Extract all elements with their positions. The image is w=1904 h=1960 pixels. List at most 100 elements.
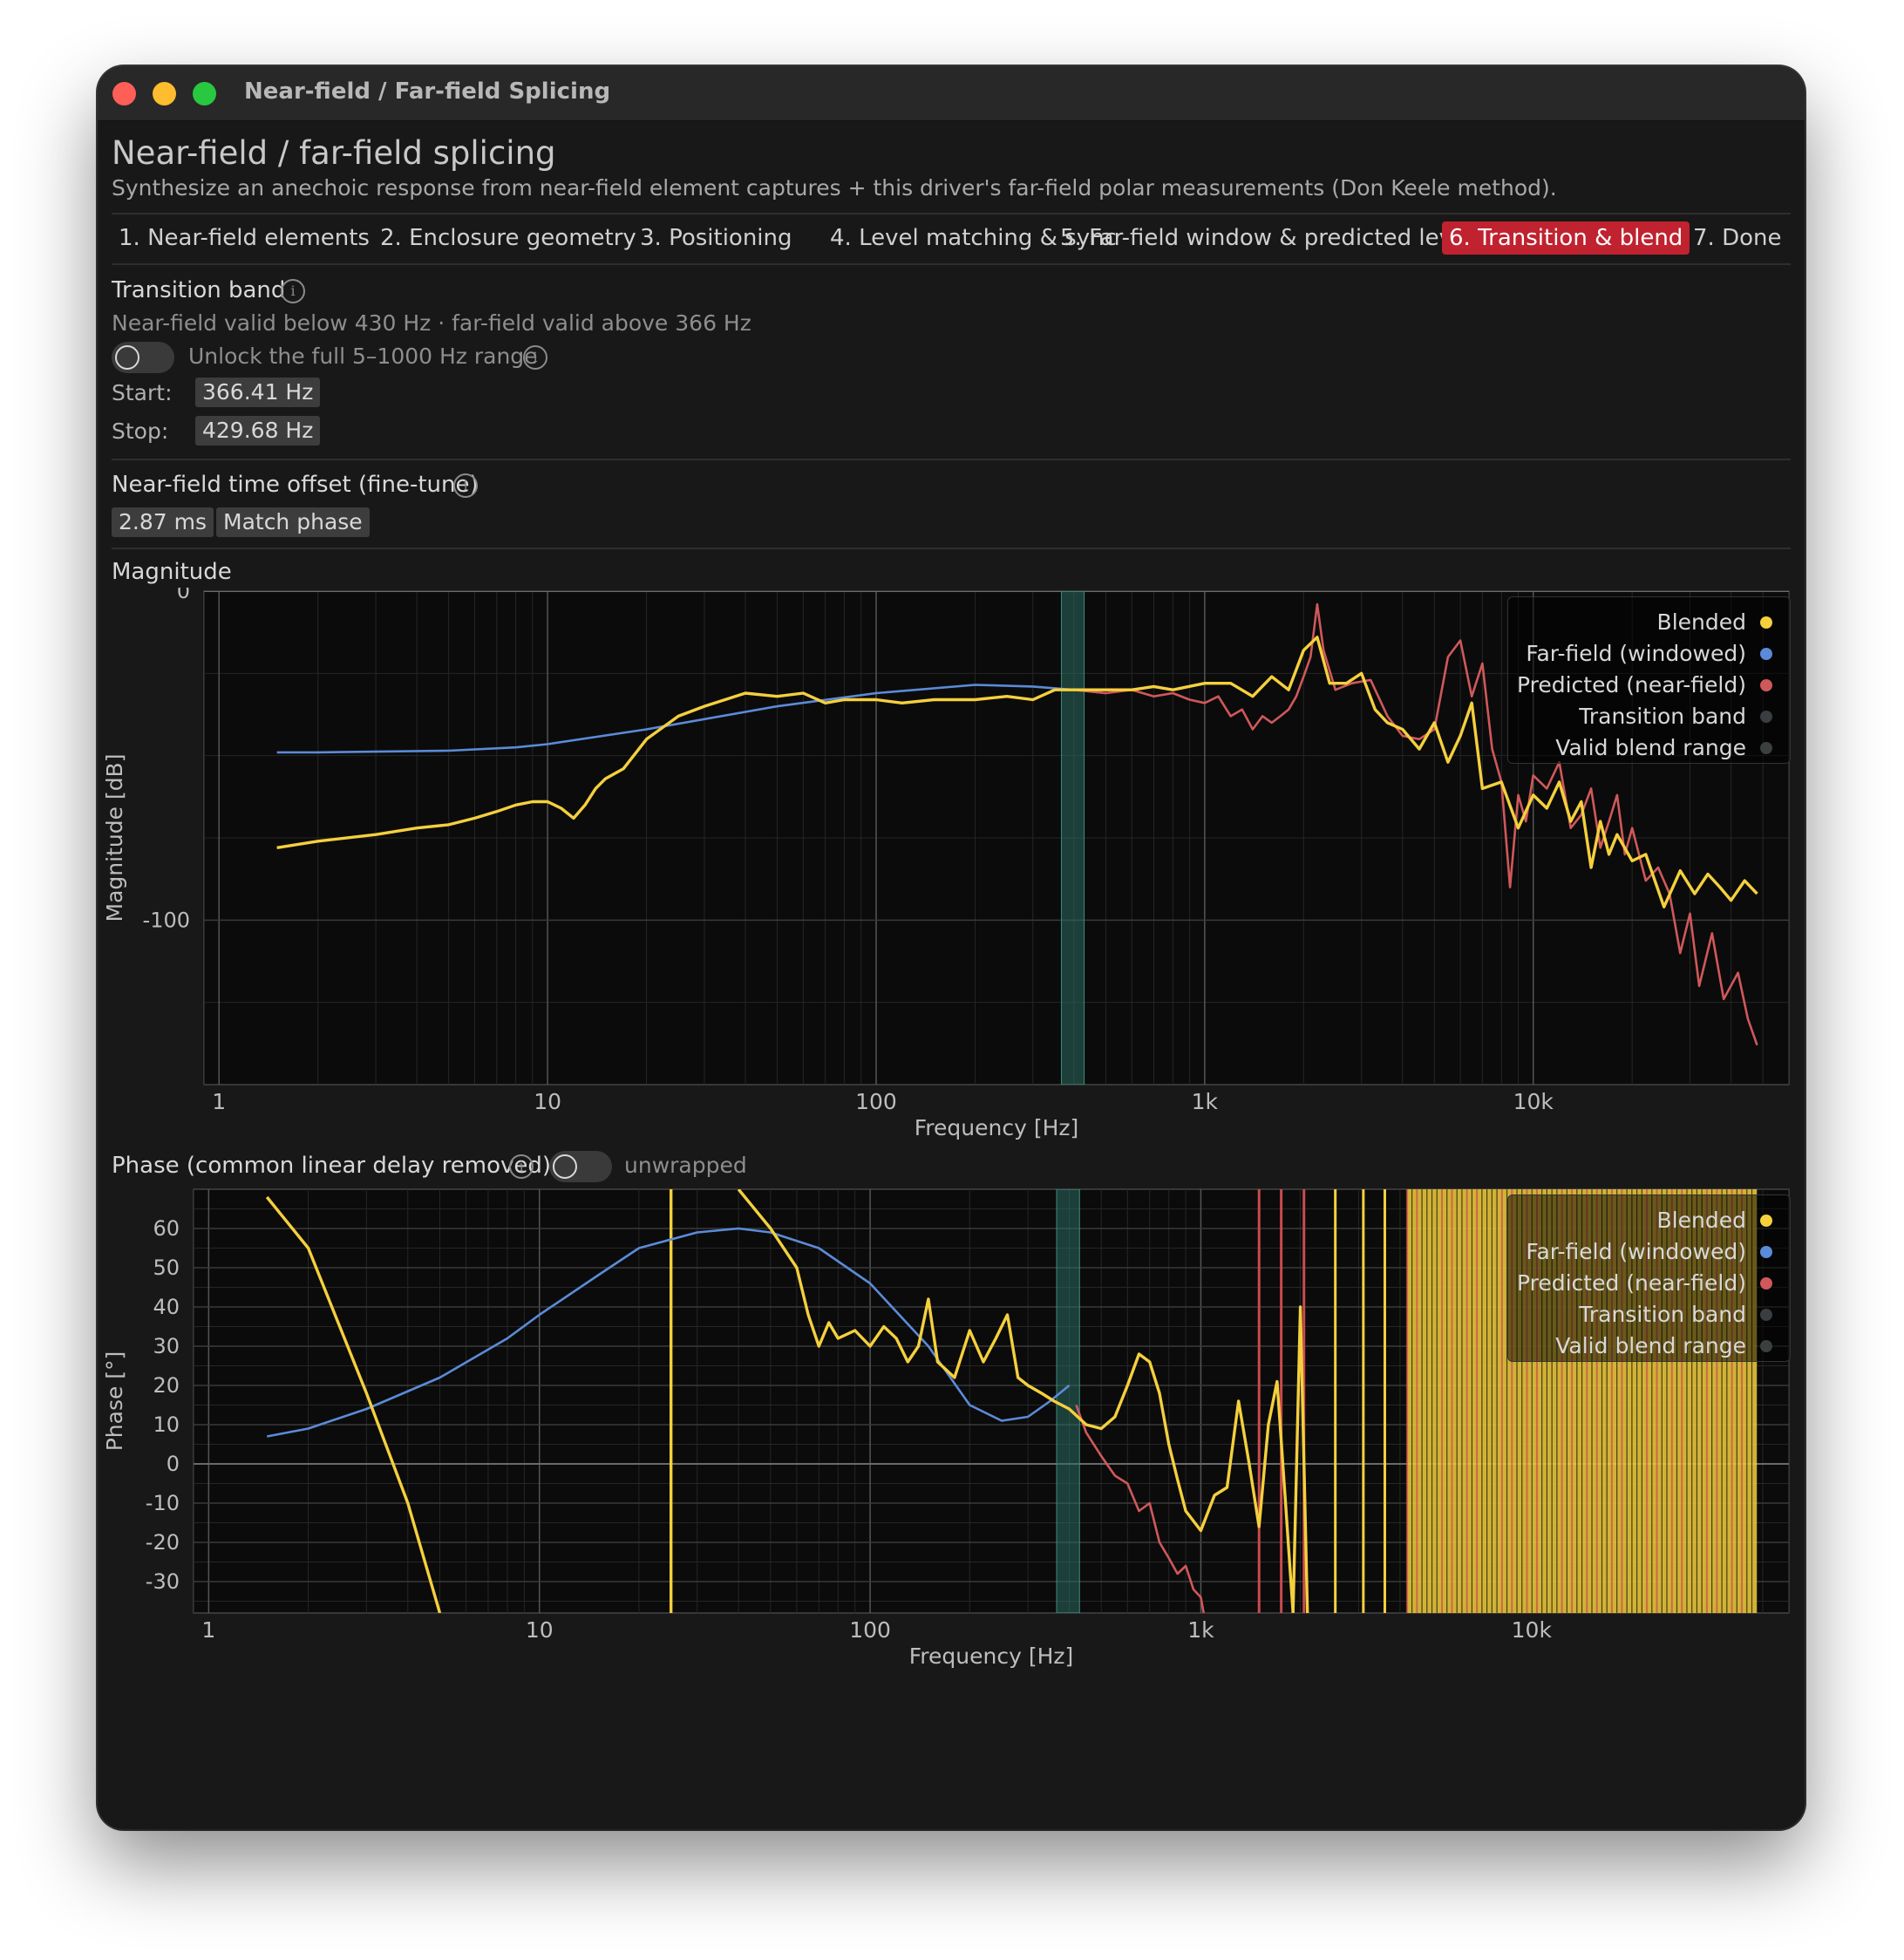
transition-band-title: Transition band xyxy=(112,277,286,303)
legend-label: Transition band xyxy=(1579,1302,1746,1327)
unlock-range-label: Unlock the full 5–1000 Hz range xyxy=(188,344,538,369)
magnitude-series-blended[interactable] xyxy=(276,636,1758,909)
toggle-knob xyxy=(553,1154,577,1179)
legend-label: Far-field (windowed) xyxy=(1526,641,1746,666)
legend-label: Valid blend range xyxy=(1555,735,1746,760)
legend-swatch xyxy=(1760,1309,1772,1321)
phase-series-blended[interactable] xyxy=(737,1189,1309,1613)
legend-swatch xyxy=(1760,1215,1772,1227)
tab-1[interactable]: 1. Near-field elements xyxy=(119,225,370,251)
tab-3[interactable]: 3. Positioning xyxy=(640,225,792,251)
step-tabs: 1. Near-field elements 2. Enclosure geome… xyxy=(112,221,1791,256)
phase-y-tick-label: 40 xyxy=(153,1295,180,1319)
stop-label: Stop: xyxy=(112,419,169,444)
time-offset-field[interactable]: 2.87 ms xyxy=(112,507,214,537)
phase-x-tick-label: 1 xyxy=(201,1617,215,1643)
phase-series-predicted-near-field[interactable] xyxy=(1075,1405,1205,1614)
legend-label: Predicted (near-field) xyxy=(1516,672,1746,698)
magnitude-legend-item[interactable]: Blended xyxy=(1656,609,1772,635)
phase-x-tick-label: 10k xyxy=(1512,1617,1553,1643)
legend-swatch xyxy=(1760,711,1772,723)
phase-legend: Blended Far-field (windowed) Predicted (ne… xyxy=(1507,1194,1791,1362)
unwrapped-toggle[interactable] xyxy=(549,1151,612,1182)
unwrapped-label: unwrapped xyxy=(624,1153,747,1178)
unlock-info-icon[interactable]: i xyxy=(523,345,547,370)
magnitude-x-axis-label: Frequency [Hz] xyxy=(915,1115,1079,1140)
time-offset-info-icon[interactable]: i xyxy=(453,473,478,498)
phase-y-axis-label: Phase [°] xyxy=(102,1351,127,1452)
divider xyxy=(112,263,1791,265)
validity-note: Near-field valid below 430 Hz · far-fiel… xyxy=(112,310,751,336)
magnitude-legend-item[interactable]: Predicted (near-field) xyxy=(1516,672,1772,698)
phase-y-tick-label: 0 xyxy=(167,1452,180,1476)
phase-plot[interactable]: 1 10 100 1k 10k 60 50 40 30 20 10 0 -10 -20 -30 Frequen… xyxy=(98,1186,1805,1700)
phase-legend-item[interactable]: Blended xyxy=(1656,1208,1772,1233)
magnitude-title: Magnitude xyxy=(112,559,232,585)
stop-frequency-field[interactable]: 429.68 Hz xyxy=(195,416,321,446)
phase-x-tick-label: 10 xyxy=(526,1617,554,1643)
splicing-window: Near-field / Far-field Splicing Near-fie… xyxy=(98,66,1805,1829)
magnitude-legend-item[interactable]: Transition band xyxy=(1579,704,1772,729)
legend-label: Transition band xyxy=(1579,704,1746,729)
minimize-window-button[interactable] xyxy=(153,82,176,105)
legend-swatch xyxy=(1760,1246,1772,1258)
magnitude-plot[interactable]: 1 10 100 1k 10k 0 -100 Frequency [Hz] Magnitude … xyxy=(98,579,1805,1146)
phase-info-icon[interactable]: i xyxy=(509,1154,534,1179)
legend-swatch xyxy=(1760,1340,1772,1352)
magnitude-x-tick-label: 10 xyxy=(534,1089,561,1114)
phase-x-tick-label: 100 xyxy=(849,1617,891,1643)
close-window-button[interactable] xyxy=(112,82,136,105)
phase-y-tick-label: -20 xyxy=(146,1530,180,1555)
magnitude-x-tick-label: 100 xyxy=(855,1089,897,1114)
phase-legend-item[interactable]: Valid blend range xyxy=(1555,1333,1772,1358)
tab-6[interactable]: 6. Transition & blend xyxy=(1442,221,1690,255)
legend-swatch xyxy=(1760,1277,1772,1290)
magnitude-transition-band[interactable] xyxy=(1061,591,1085,1085)
phase-y-tick-label: 50 xyxy=(153,1256,180,1280)
phase-title: Phase (common linear delay removed) xyxy=(112,1153,552,1179)
phase-transition-band[interactable] xyxy=(1056,1189,1080,1613)
phase-legend-item[interactable]: Transition band xyxy=(1579,1302,1772,1327)
unlock-range-toggle[interactable] xyxy=(112,342,174,373)
phase-y-tick-label: -10 xyxy=(146,1491,180,1515)
phase-series-blended[interactable] xyxy=(265,1195,442,1613)
window-title: Near-field / Far-field Splicing xyxy=(244,78,611,105)
phase-x-axis-label: Frequency [Hz] xyxy=(909,1644,1074,1669)
phase-y-tick-label: 10 xyxy=(153,1412,180,1437)
phase-series-far-field-windowed[interactable] xyxy=(266,1227,1071,1438)
divider xyxy=(112,213,1791,214)
match-phase-button[interactable]: Match phase xyxy=(216,507,370,537)
phase-y-tick-label: 30 xyxy=(153,1334,180,1358)
magnitude-legend-item[interactable]: Far-field (windowed) xyxy=(1526,641,1772,666)
magnitude-legend-item[interactable]: Valid blend range xyxy=(1555,735,1772,760)
magnitude-x-tick-label: 10k xyxy=(1513,1089,1554,1114)
page-title: Near-field / far-field splicing xyxy=(112,134,556,172)
legend-label: Blended xyxy=(1656,609,1746,635)
phase-x-tick-label: 1k xyxy=(1187,1617,1214,1643)
phase-y-tick-label: -30 xyxy=(146,1569,180,1594)
tab-7[interactable]: 7. Done xyxy=(1693,225,1782,251)
tab-2[interactable]: 2. Enclosure geometry xyxy=(380,225,636,251)
magnitude-series-far-field-windowed[interactable] xyxy=(276,684,1106,754)
start-frequency-field[interactable]: 366.41 Hz xyxy=(195,378,321,407)
tab-4[interactable]: 4. Level matching & sync xyxy=(830,225,1117,251)
magnitude-y-axis-label: Magnitude [dB] xyxy=(102,754,127,922)
phase-legend-item[interactable]: Far-field (windowed) xyxy=(1526,1239,1772,1264)
legend-swatch xyxy=(1760,742,1772,754)
toggle-knob xyxy=(115,345,139,370)
zoom-window-button[interactable] xyxy=(193,82,216,105)
phase-legend-item[interactable]: Predicted (near-field) xyxy=(1516,1270,1772,1296)
start-label: Start: xyxy=(112,380,173,405)
transition-info-icon[interactable]: i xyxy=(281,279,305,303)
tab-5[interactable]: 5. Far-field window & predicted level xyxy=(1060,225,1473,251)
magnitude-y-tick-label: -100 xyxy=(143,908,190,932)
legend-label: Valid blend range xyxy=(1555,1333,1746,1358)
magnitude-x-tick-label: 1k xyxy=(1192,1089,1219,1114)
magnitude-legend: Blended Far-field (windowed) Predicted (ne… xyxy=(1507,596,1791,764)
magnitude-plot-content xyxy=(204,591,1789,1085)
legend-label: Predicted (near-field) xyxy=(1516,1270,1746,1296)
phase-y-tick-label: 60 xyxy=(153,1216,180,1241)
legend-label: Blended xyxy=(1656,1208,1746,1233)
divider xyxy=(112,548,1791,549)
page-subtitle: Synthesize an anechoic response from nea… xyxy=(112,175,1557,201)
